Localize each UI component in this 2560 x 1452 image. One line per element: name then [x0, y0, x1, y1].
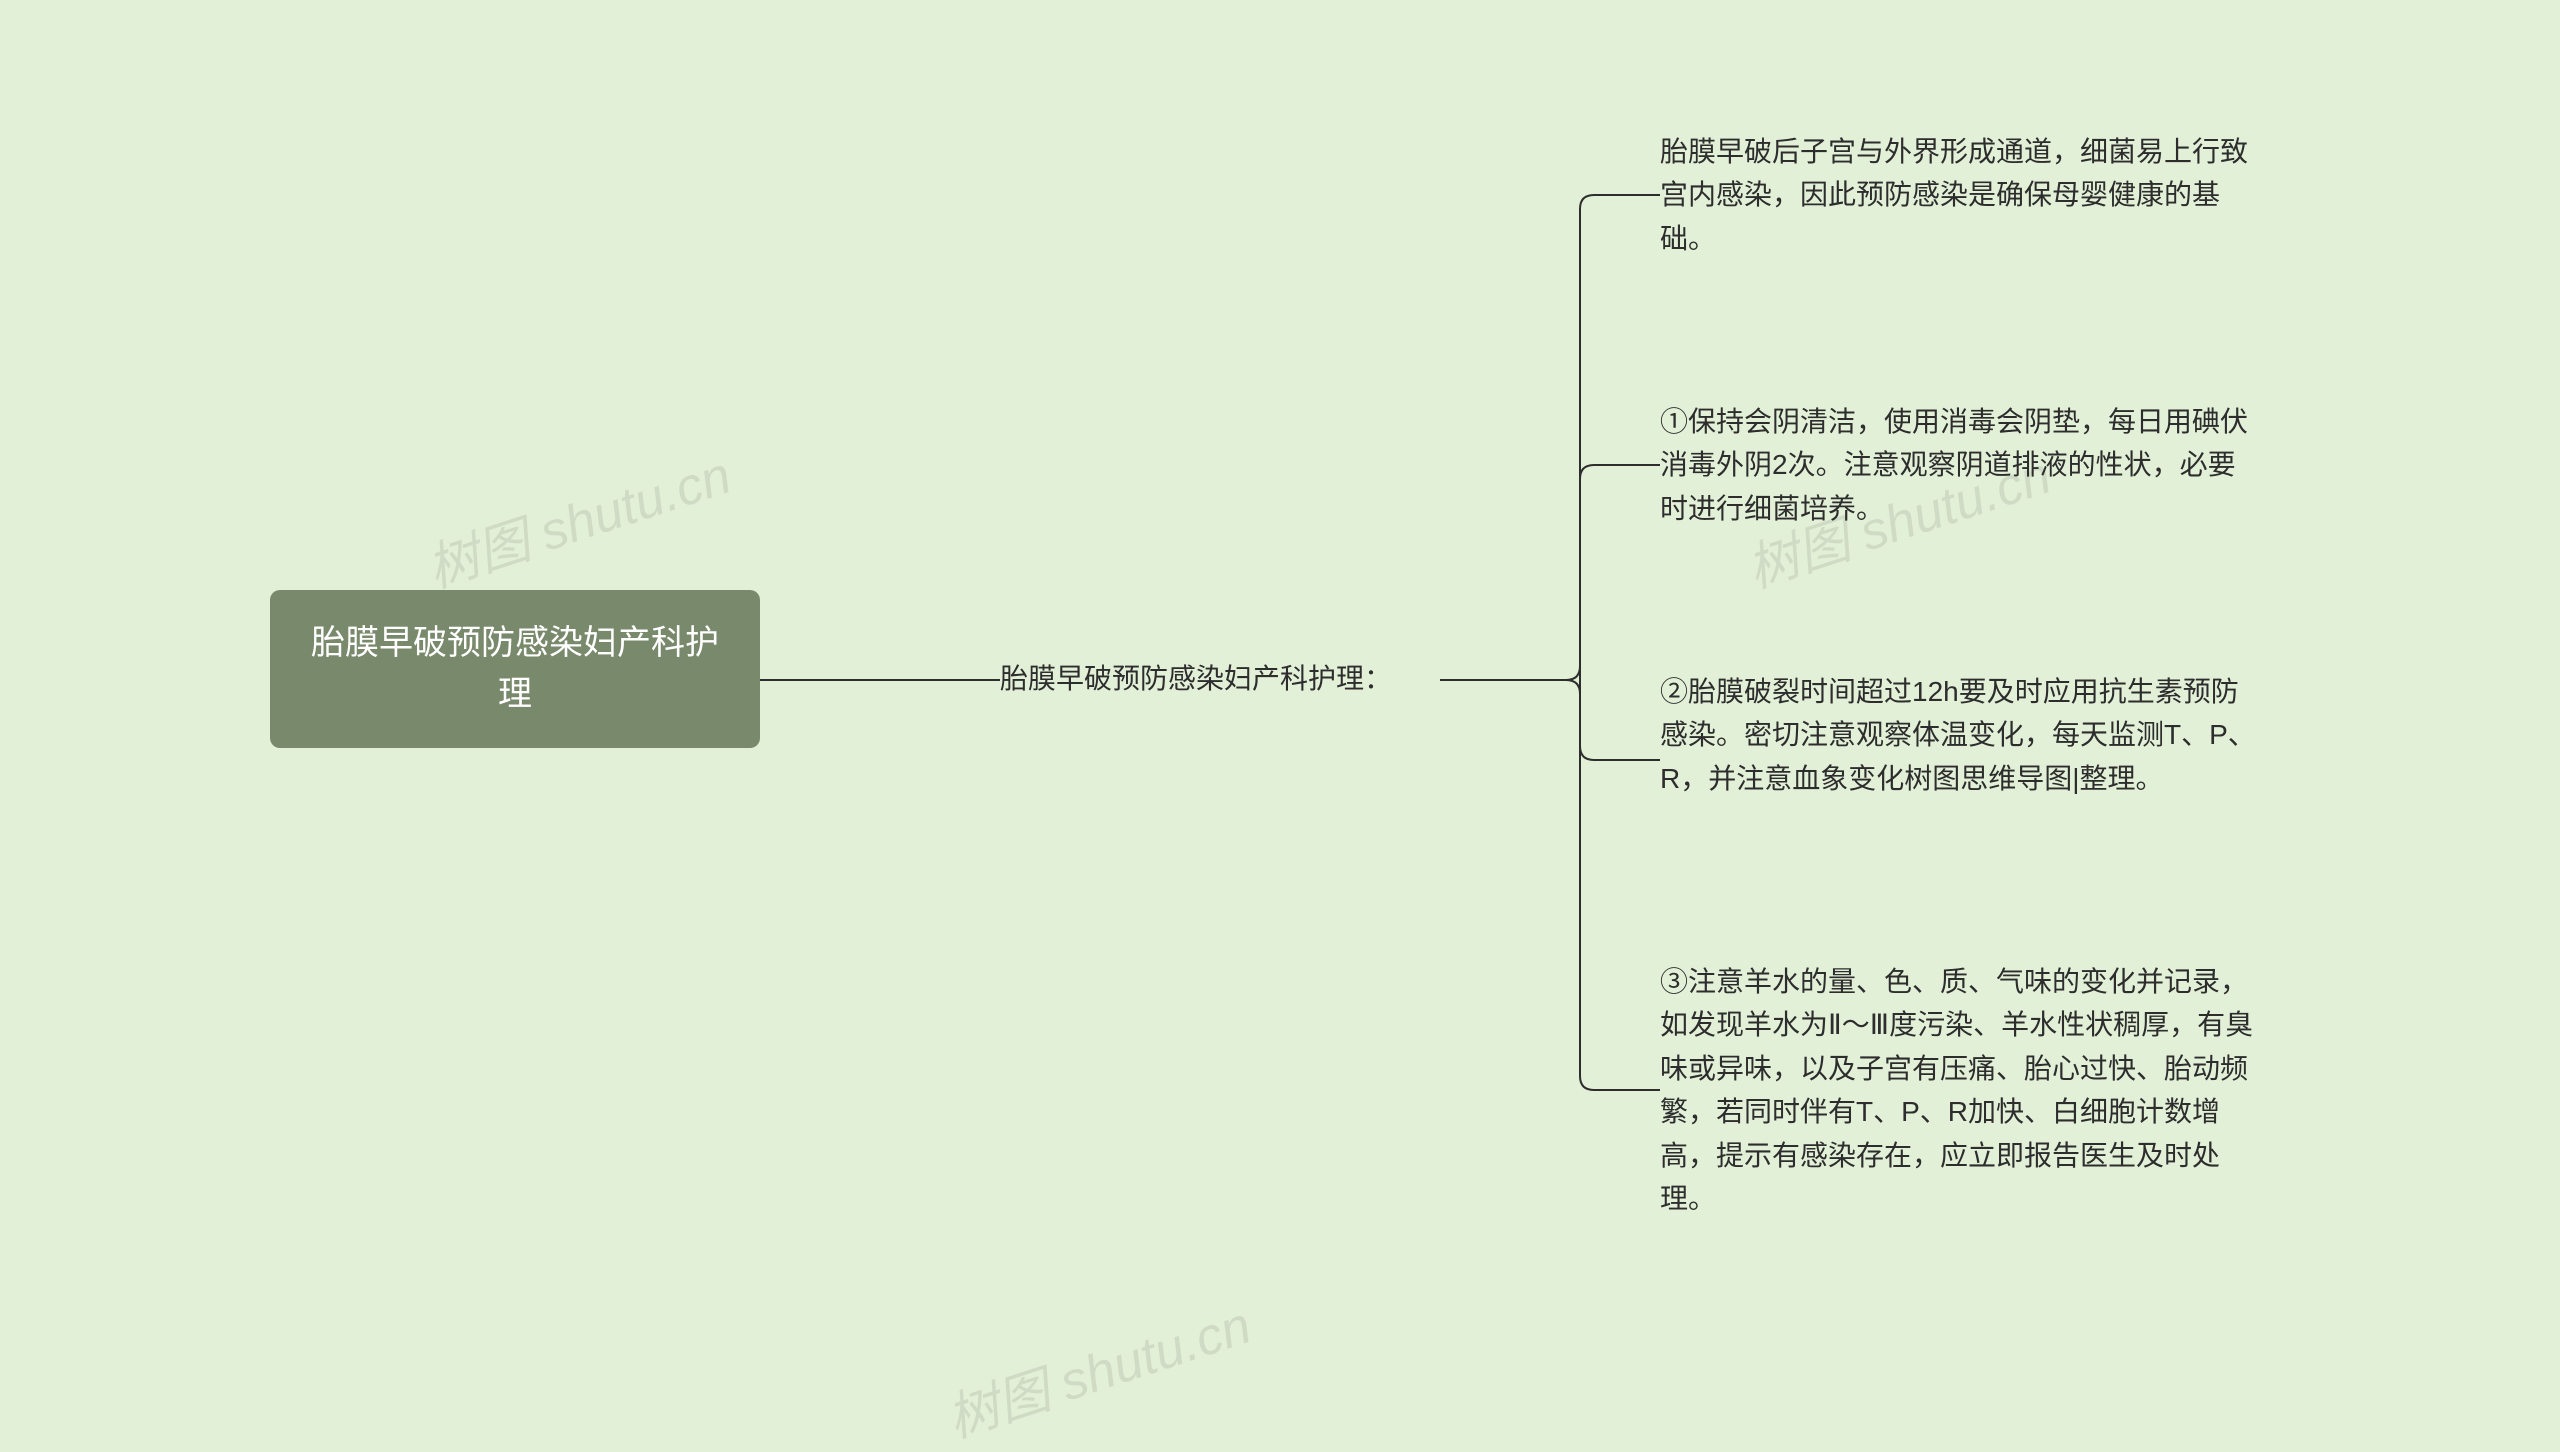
branch-node-text: 胎膜早破预防感染妇产科护理： — [1000, 658, 1392, 700]
watermark-1: 树图 shutu.cn — [416, 433, 739, 602]
connector-leaf-1 — [1580, 465, 1660, 479]
connector-leaf-0 — [1566, 195, 1660, 680]
connector-leaf-3 — [1566, 680, 1660, 1090]
leaf-node-3-text: ③注意羊水的量、色、质、气味的变化并记录，如发现羊水为Ⅱ～Ⅲ度污染、羊水性状稠厚… — [1660, 960, 2260, 1220]
branch-node[interactable]: 胎膜早破预防感染妇产科护理： — [1000, 658, 1392, 700]
leaf-node-0[interactable]: 胎膜早破后子宫与外界形成通道，细菌易上行致宫内感染，因此预防感染是确保母婴健康的… — [1660, 130, 2260, 260]
mindmap-canvas: 树图 shutu.cn 树图 shutu.cn 树图 shutu.cn 胎膜早破… — [0, 0, 2560, 1364]
watermark-3: 树图 shutu.cn — [936, 1283, 1259, 1452]
connector-leaf-2 — [1580, 746, 1660, 760]
leaf-node-2[interactable]: ②胎膜破裂时间超过12h要及时应用抗生素预防感染。密切注意观察体温变化，每天监测… — [1660, 670, 2260, 800]
leaf-node-3[interactable]: ③注意羊水的量、色、质、气味的变化并记录，如发现羊水为Ⅱ～Ⅲ度污染、羊水性状稠厚… — [1660, 960, 2260, 1220]
leaf-node-0-text: 胎膜早破后子宫与外界形成通道，细菌易上行致宫内感染，因此预防感染是确保母婴健康的… — [1660, 130, 2260, 260]
leaf-node-2-text: ②胎膜破裂时间超过12h要及时应用抗生素预防感染。密切注意观察体温变化，每天监测… — [1660, 670, 2260, 800]
leaf-node-1-text: ①保持会阴清洁，使用消毒会阴垫，每日用碘伏消毒外阴2次。注意观察阴道排液的性状，… — [1660, 400, 2260, 530]
leaf-node-1[interactable]: ①保持会阴清洁，使用消毒会阴垫，每日用碘伏消毒外阴2次。注意观察阴道排液的性状，… — [1660, 400, 2260, 530]
root-node[interactable]: 胎膜早破预防感染妇产科护理 — [270, 590, 760, 748]
root-node-text: 胎膜早破预防感染妇产科护理 — [310, 618, 720, 720]
